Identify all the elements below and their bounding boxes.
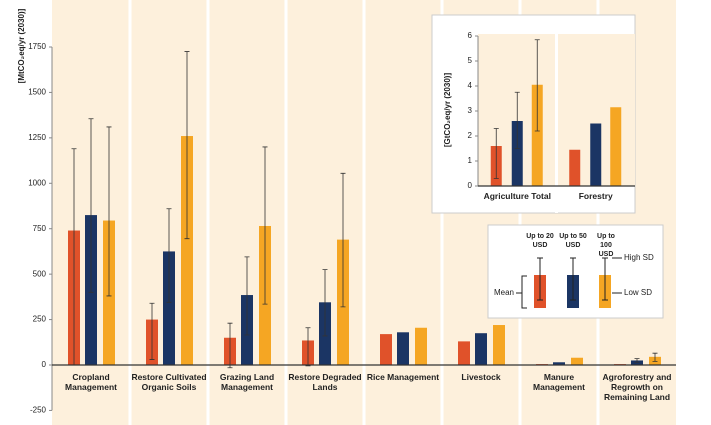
bar [571,357,583,365]
bar [181,136,193,365]
y-tick-label: 1000 [28,178,46,187]
legend-whisker [537,257,608,301]
y-tick-label: 5 [468,56,473,65]
error-bar [305,327,311,367]
legend-leader [516,257,622,309]
y-axis-title: [MtCO₂eq/yr (2030)] [17,8,26,83]
y-tick-label: 1500 [28,88,46,97]
bar [415,327,427,365]
x-tick-label: Agriculture Total [483,191,551,201]
y-tick-label: 1750 [28,42,46,51]
y-tick-label: 250 [33,315,47,324]
legend-label: Low SD [624,288,652,297]
inset-chart: 0 1 2 3 4 5 6 [GtCO₂eq/yr (2030)] [443,31,635,213]
legend-label: Mean [494,288,514,297]
bar [511,121,523,186]
y-tick-label: 4 [468,81,473,90]
bar [163,251,175,365]
y-tick-label: -250 [30,406,47,415]
bar [569,149,581,186]
legend-header: Up to 50 USD [559,233,587,249]
bar [610,107,622,186]
x-tick-label: Rice Management [366,372,440,382]
x-tick-label: Grazing Land Management [219,372,275,392]
x-tick-label: Livestock [461,372,501,382]
y-tick-label: 2 [468,131,473,140]
bar [397,332,409,365]
legend-header: Up to 100 USD [597,233,615,258]
main-chart: -25002505007501000125015001750[MtCO₂eq/y… [17,0,676,425]
error-bar [262,146,268,305]
y-tick-label: 500 [33,269,47,278]
error-bar [244,256,250,336]
y-tick-label: 0 [468,181,473,190]
y-axis-title: [GtCO₂eq/yr (2030)] [443,73,452,148]
y-tick-label: 1 [468,156,473,165]
error-bar [106,126,112,297]
y-tick-label: 1250 [28,133,46,142]
error-bar [184,51,190,240]
legend: High SD Low SD Mean [487,224,664,319]
y-tick-label: 6 [468,31,473,40]
legend-box [487,224,664,319]
legend-label: High SD [624,253,654,262]
x-tick-label: Forestry [578,191,613,201]
error-bar [149,302,155,360]
error-bar [227,322,233,369]
error-bar [534,39,540,132]
bar [380,334,392,365]
bar [631,360,643,365]
error-bar [322,269,328,337]
y-tick-label: 0 [42,360,47,369]
x-tick-label: Restore Cultivated Organic Soils [131,372,207,392]
bar [590,123,602,186]
bar [531,84,543,186]
x-tick-label: Restore Degraded Lands [288,372,362,392]
error-bar [493,128,499,179]
x-tick-label: Agroforestry and Regrowth on Remaining L… [602,372,672,402]
error-bar [166,208,172,303]
bar [475,333,487,365]
error-bar [634,358,640,363]
x-tick-label: Cropland Management [65,372,117,392]
legend-header: Up to 20 USD [526,233,554,249]
error-bar [88,118,94,293]
x-tick-label: Manure Management [533,372,585,392]
y-tick-label: 3 [468,106,473,115]
y-tick-label: 750 [33,224,47,233]
error-bar [340,172,346,308]
error-bar [652,352,658,362]
bar [553,362,565,365]
error-bar [514,91,520,149]
bar [458,341,470,365]
bar [493,325,505,365]
